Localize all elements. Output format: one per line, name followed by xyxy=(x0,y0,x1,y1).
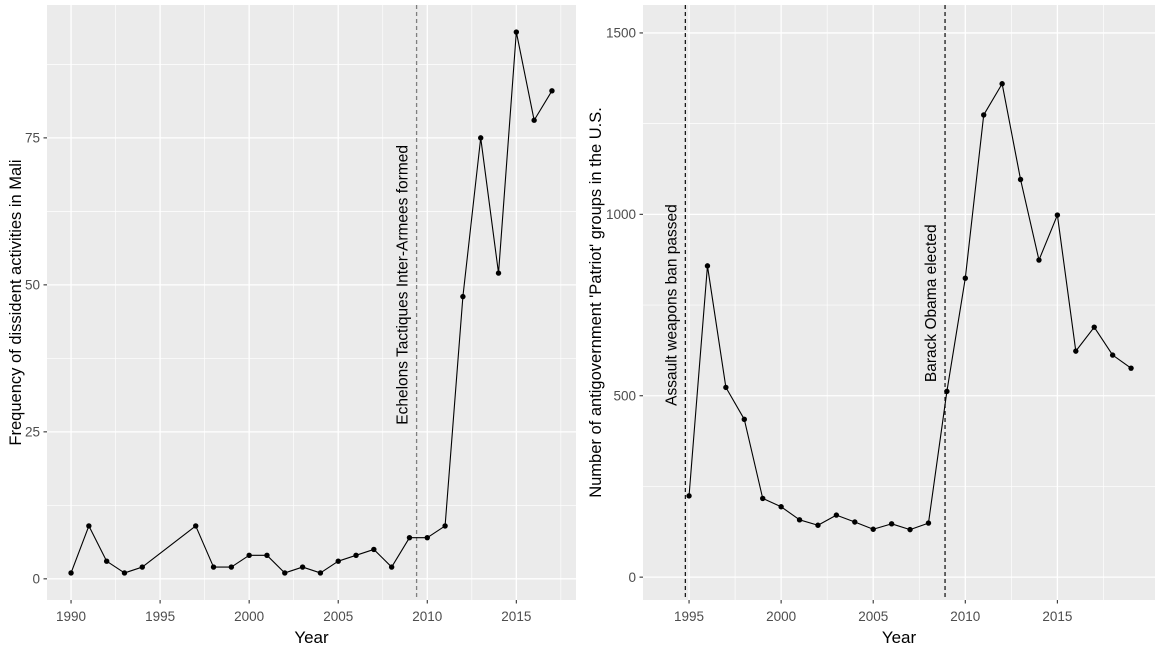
x-tick-label: 2010 xyxy=(412,609,442,624)
major-gridlines xyxy=(643,5,1155,600)
y-tick-label: 0 xyxy=(32,572,40,587)
event-annotation-0: Echelons Tactiques Inter-Armees formed xyxy=(395,145,412,425)
x-axis-title: Year xyxy=(882,628,917,647)
major-gridlines xyxy=(47,5,576,600)
minor-gridlines xyxy=(47,5,576,600)
mali-chart-container: Echelons Tactiques Inter-Armees formed 19… xyxy=(7,5,576,647)
x-axis: 1990 1995 2000 2005 2010 2015 xyxy=(56,600,531,624)
x-tick-label: 2000 xyxy=(234,609,264,624)
event-annotation-0: Assault weapons ban passed xyxy=(663,204,680,406)
x-tick-label: 1990 xyxy=(56,609,86,624)
x-axis-title: Year xyxy=(294,628,329,647)
y-tick-label: 0 xyxy=(628,570,636,585)
x-tick-label: 2015 xyxy=(501,609,531,624)
y-tick-label: 500 xyxy=(613,389,636,404)
data-points xyxy=(686,81,1134,533)
event-annotation-1: Barack Obama elected xyxy=(923,224,940,382)
x-tick-label: 2005 xyxy=(323,609,353,624)
us-patriot-groups-chart: Assault weapons ban passed Barack Obama e… xyxy=(587,5,1155,647)
data-points xyxy=(68,29,555,576)
x-tick-label: 2010 xyxy=(950,609,980,624)
y-tick-label: 50 xyxy=(25,278,40,293)
y-axis-title: Number of antigovernment 'Patriot' group… xyxy=(587,107,605,498)
y-tick-label: 75 xyxy=(25,131,40,146)
y-axis-title: Frequency of dissident activities in Mal… xyxy=(7,159,25,445)
mali-dissident-activities-chart: Echelons Tactiques Inter-Armees formed 19… xyxy=(7,5,576,647)
data-line xyxy=(70,31,553,574)
patriot-groups-chart-container: Assault weapons ban passed Barack Obama e… xyxy=(580,0,1160,653)
x-tick-label: 1995 xyxy=(145,609,175,624)
y-axis: 0 25 50 75 xyxy=(25,131,47,587)
x-tick-label: 1995 xyxy=(674,609,704,624)
x-tick-label: 2005 xyxy=(858,609,888,624)
y-axis: 0 500 1000 1500 xyxy=(606,26,643,585)
y-tick-label: 1500 xyxy=(606,26,636,41)
x-tick-label: 2000 xyxy=(766,609,796,624)
y-tick-label: 25 xyxy=(25,425,40,440)
x-tick-label: 2015 xyxy=(1042,609,1072,624)
y-tick-label: 1000 xyxy=(606,207,636,222)
x-axis: 1995 2000 2005 2010 2015 xyxy=(674,600,1072,624)
plot-panel xyxy=(643,5,1155,600)
plot-panel xyxy=(47,5,576,600)
